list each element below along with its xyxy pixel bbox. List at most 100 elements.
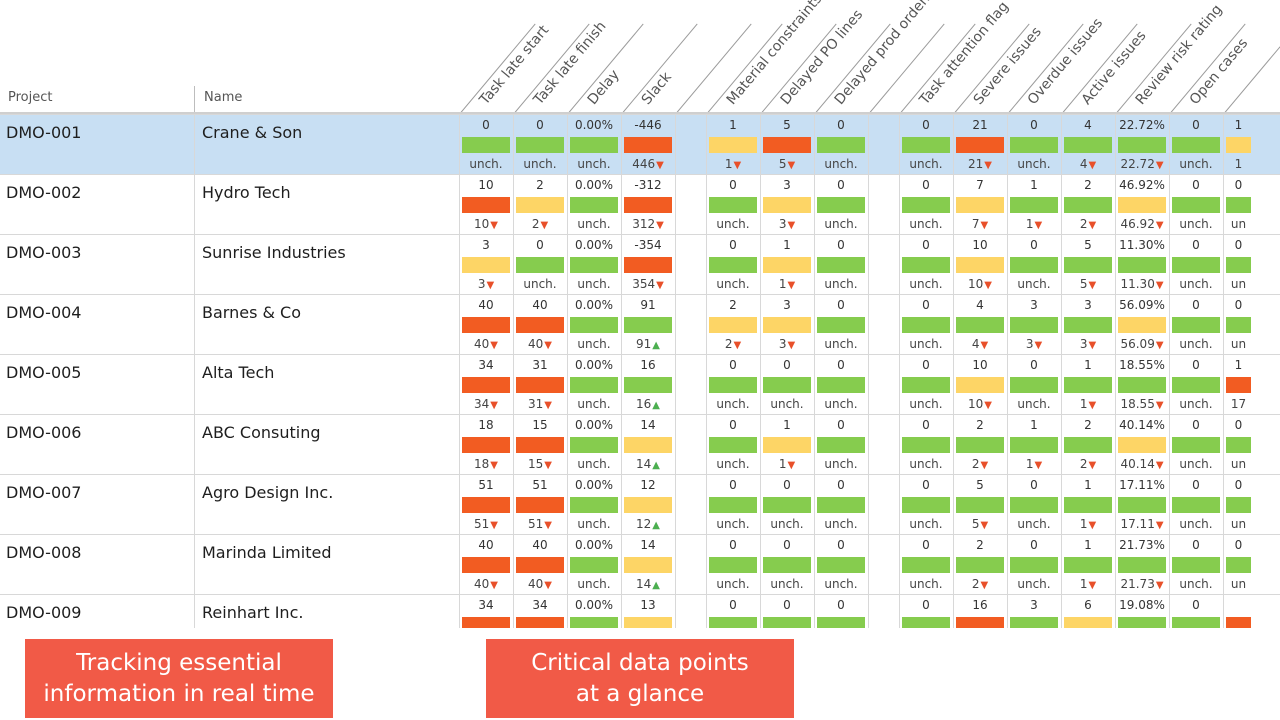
metric-cell-delayed-prod-orders[interactable]: 0 unch.	[814, 115, 868, 175]
metric-cell-overdue-issues[interactable]: 0 unch.	[1007, 115, 1061, 175]
metric-cell-severe-issues[interactable]: 2 2▼	[953, 415, 1007, 475]
metric-cell-severe-issues[interactable]: 10 10▼	[953, 235, 1007, 295]
metric-cell-active-issues[interactable]: 1 1▼	[1061, 475, 1115, 535]
project-name-cell[interactable]: Sunrise Industries	[202, 243, 346, 262]
metric-cell-review-risk-rating[interactable]: 18.55% 18.55▼	[1115, 355, 1169, 415]
metric-cell-severe-issues[interactable]: 4 4▼	[953, 295, 1007, 355]
metric-cell-material-constraints[interactable]: 1 1▼	[706, 115, 760, 175]
metric-cell-delayed-po-lines[interactable]: 1 1▼	[760, 415, 814, 475]
metric-cell-active-issues[interactable]: 6	[1061, 595, 1115, 628]
metric-cell-delayed-prod-orders[interactable]: 0	[814, 595, 868, 628]
metric-cell-active-issues[interactable]: 2 2▼	[1061, 175, 1115, 235]
column-header-task-attention-flag[interactable]: Task attention flag	[899, 0, 1012, 114]
project-name-cell[interactable]: Agro Design Inc.	[202, 483, 334, 502]
project-id-cell[interactable]: DMO-009	[6, 603, 82, 622]
metric-cell-task-late-start[interactable]: 40 40▼	[459, 295, 513, 355]
project-name-cell[interactable]: ABC Consuting	[202, 423, 321, 442]
metric-cell-overdue-issues[interactable]: 1 1▼	[1007, 415, 1061, 475]
column-header-delay[interactable]: Delay	[567, 0, 644, 114]
metric-cell-task-late-finish[interactable]: 40 40▼	[513, 295, 567, 355]
metric-cell-open-cases[interactable]: 0 unch.	[1169, 235, 1223, 295]
metric-cell-active-issues[interactable]: 4 4▼	[1061, 115, 1115, 175]
metric-cell-overdue-issues[interactable]: 3 3▼	[1007, 295, 1061, 355]
metric-cell-extra[interactable]: 0 un	[1223, 415, 1254, 475]
metric-cell-delayed-prod-orders[interactable]: 0 unch.	[814, 475, 868, 535]
metric-cell-material-constraints[interactable]: 0 unch.	[706, 355, 760, 415]
metric-cell-delay[interactable]: 0.00% unch.	[567, 175, 621, 235]
metric-cell-task-attention-flag[interactable]: 0 unch.	[899, 175, 953, 235]
metric-cell-open-cases[interactable]: 0 unch.	[1169, 115, 1223, 175]
metric-cell-severe-issues[interactable]: 7 7▼	[953, 175, 1007, 235]
metric-cell-delay[interactable]: 0.00% unch.	[567, 115, 621, 175]
project-name-cell[interactable]: Alta Tech	[202, 363, 275, 382]
metric-cell-task-late-finish[interactable]: 2 2▼	[513, 175, 567, 235]
metric-cell-task-late-start[interactable]: 34	[459, 595, 513, 628]
metric-cell-slack[interactable]: -312 312▼	[621, 175, 675, 235]
project-id-cell[interactable]: DMO-002	[6, 183, 82, 202]
metric-cell-delayed-po-lines[interactable]: 3 3▼	[760, 175, 814, 235]
column-header-active-issues[interactable]: Active issues	[1061, 0, 1149, 114]
metric-cell-material-constraints[interactable]: 0 unch.	[706, 535, 760, 595]
metric-cell-delayed-prod-orders[interactable]: 0 unch.	[814, 415, 868, 475]
project-id-cell[interactable]: DMO-004	[6, 303, 82, 322]
metric-cell-slack[interactable]: 13	[621, 595, 675, 628]
metric-cell-task-late-finish[interactable]: 31 31▼	[513, 355, 567, 415]
metric-cell-delay[interactable]: 0.00% unch.	[567, 415, 621, 475]
metric-cell-material-constraints[interactable]: 0 unch.	[706, 235, 760, 295]
metric-cell-delayed-prod-orders[interactable]: 0 unch.	[814, 355, 868, 415]
table-row[interactable]: DMO-005 Alta Tech 34 34▼ 31 31▼ 0.00% unch. 16 16…	[0, 354, 1280, 415]
metric-cell-overdue-issues[interactable]: 0 unch.	[1007, 235, 1061, 295]
column-header-overdue-issues[interactable]: Overdue issues	[1007, 0, 1106, 114]
project-id-cell[interactable]: DMO-008	[6, 543, 82, 562]
metric-cell-task-late-start[interactable]: 51 51▼	[459, 475, 513, 535]
metric-cell-delay[interactable]: 0.00%	[567, 595, 621, 628]
metric-cell-open-cases[interactable]: 0 unch.	[1169, 295, 1223, 355]
metric-cell-material-constraints[interactable]: 0	[706, 595, 760, 628]
column-header-delayed-po-lines[interactable]: Delayed PO lines	[760, 0, 866, 114]
metric-cell-task-late-start[interactable]: 0 unch.	[459, 115, 513, 175]
metric-cell-severe-issues[interactable]: 10 10▼	[953, 355, 1007, 415]
metric-cell-delayed-po-lines[interactable]: 0 unch.	[760, 535, 814, 595]
metric-cell-open-cases[interactable]: 0 unch.	[1169, 415, 1223, 475]
metric-cell-open-cases[interactable]: 0 unch.	[1169, 475, 1223, 535]
table-row[interactable]: DMO-006 ABC Consuting 18 18▼ 15 15▼ 0.00% unch.…	[0, 414, 1280, 475]
metric-cell-extra[interactable]: 0 un	[1223, 535, 1254, 595]
metric-cell-task-attention-flag[interactable]: 0 unch.	[899, 235, 953, 295]
metric-cell-slack[interactable]: -354 354▼	[621, 235, 675, 295]
column-header-delayed-prod-orders[interactable]: Delayed prod orders	[814, 0, 936, 114]
column-header-slack[interactable]: Slack	[621, 0, 698, 114]
metric-cell-material-constraints[interactable]: 2 2▼	[706, 295, 760, 355]
metric-cell-material-constraints[interactable]: 0 unch.	[706, 175, 760, 235]
column-header-name[interactable]: Name	[204, 90, 243, 105]
metric-cell-delay[interactable]: 0.00% unch.	[567, 475, 621, 535]
metric-cell-severe-issues[interactable]: 21 21▼	[953, 115, 1007, 175]
metric-cell-extra[interactable]: 0 un	[1223, 175, 1254, 235]
project-id-cell[interactable]: DMO-006	[6, 423, 82, 442]
metric-cell-extra[interactable]: 1 17	[1223, 355, 1254, 415]
table-row[interactable]: DMO-004 Barnes & Co 40 40▼ 40 40▼ 0.00% unch. 91…	[0, 294, 1280, 355]
project-name-cell[interactable]: Crane & Son	[202, 123, 303, 142]
metric-cell-task-late-start[interactable]: 3 3▼	[459, 235, 513, 295]
metric-cell-delay[interactable]: 0.00% unch.	[567, 355, 621, 415]
metric-cell-task-late-finish[interactable]: 51 51▼	[513, 475, 567, 535]
metric-cell-delayed-prod-orders[interactable]: 0 unch.	[814, 295, 868, 355]
project-name-cell[interactable]: Hydro Tech	[202, 183, 291, 202]
column-header-material-constraints[interactable]: Material constraints	[706, 0, 825, 114]
metric-cell-overdue-issues[interactable]: 0 unch.	[1007, 355, 1061, 415]
metric-cell-task-late-start[interactable]: 18 18▼	[459, 415, 513, 475]
metric-cell-task-late-start[interactable]: 10 10▼	[459, 175, 513, 235]
metric-cell-open-cases[interactable]: 0 unch.	[1169, 175, 1223, 235]
metric-cell-task-late-start[interactable]: 34 34▼	[459, 355, 513, 415]
metric-cell-task-late-finish[interactable]: 0 unch.	[513, 115, 567, 175]
metric-cell-extra[interactable]: 0 un	[1223, 235, 1254, 295]
metric-cell-material-constraints[interactable]: 0 unch.	[706, 415, 760, 475]
metric-cell-delayed-po-lines[interactable]: 0 unch.	[760, 355, 814, 415]
metric-cell-overdue-issues[interactable]: 1 1▼	[1007, 175, 1061, 235]
metric-cell-review-risk-rating[interactable]: 17.11% 17.11▼	[1115, 475, 1169, 535]
metric-cell-delay[interactable]: 0.00% unch.	[567, 295, 621, 355]
metric-cell-review-risk-rating[interactable]: 21.73% 21.73▼	[1115, 535, 1169, 595]
metric-cell-overdue-issues[interactable]: 0 unch.	[1007, 475, 1061, 535]
metric-cell-delayed-prod-orders[interactable]: 0 unch.	[814, 235, 868, 295]
table-row[interactable]: DMO-009 Reinhart Inc. 34 34 0.00% 13 0 0 0 0 16 3 6 1…	[0, 594, 1280, 628]
